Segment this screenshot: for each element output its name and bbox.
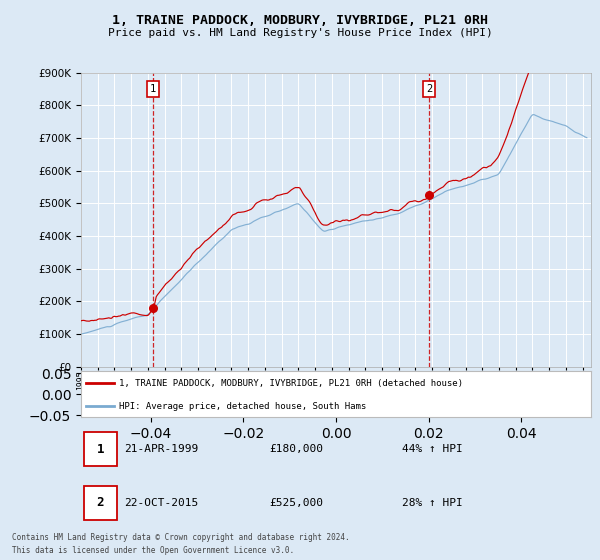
Text: £525,000: £525,000	[270, 498, 324, 507]
Text: 2: 2	[426, 84, 432, 94]
Text: 44% ↑ HPI: 44% ↑ HPI	[403, 445, 463, 454]
Text: 22-OCT-2015: 22-OCT-2015	[124, 498, 199, 507]
Text: 28% ↑ HPI: 28% ↑ HPI	[403, 498, 463, 507]
FancyBboxPatch shape	[83, 432, 116, 466]
FancyBboxPatch shape	[83, 486, 116, 520]
Text: Price paid vs. HM Land Registry's House Price Index (HPI): Price paid vs. HM Land Registry's House …	[107, 28, 493, 38]
Text: 1, TRAINE PADDOCK, MODBURY, IVYBRIDGE, PL21 0RH: 1, TRAINE PADDOCK, MODBURY, IVYBRIDGE, P…	[112, 14, 488, 27]
Text: 21-APR-1999: 21-APR-1999	[124, 445, 199, 454]
Text: 1, TRAINE PADDOCK, MODBURY, IVYBRIDGE, PL21 0RH (detached house): 1, TRAINE PADDOCK, MODBURY, IVYBRIDGE, P…	[119, 379, 463, 388]
Text: 1: 1	[97, 443, 104, 456]
Text: 1: 1	[150, 84, 156, 94]
Text: HPI: Average price, detached house, South Hams: HPI: Average price, detached house, Sout…	[119, 402, 367, 410]
Text: Contains HM Land Registry data © Crown copyright and database right 2024.
This d: Contains HM Land Registry data © Crown c…	[12, 533, 350, 554]
Text: 2: 2	[97, 496, 104, 509]
Text: £180,000: £180,000	[270, 445, 324, 454]
